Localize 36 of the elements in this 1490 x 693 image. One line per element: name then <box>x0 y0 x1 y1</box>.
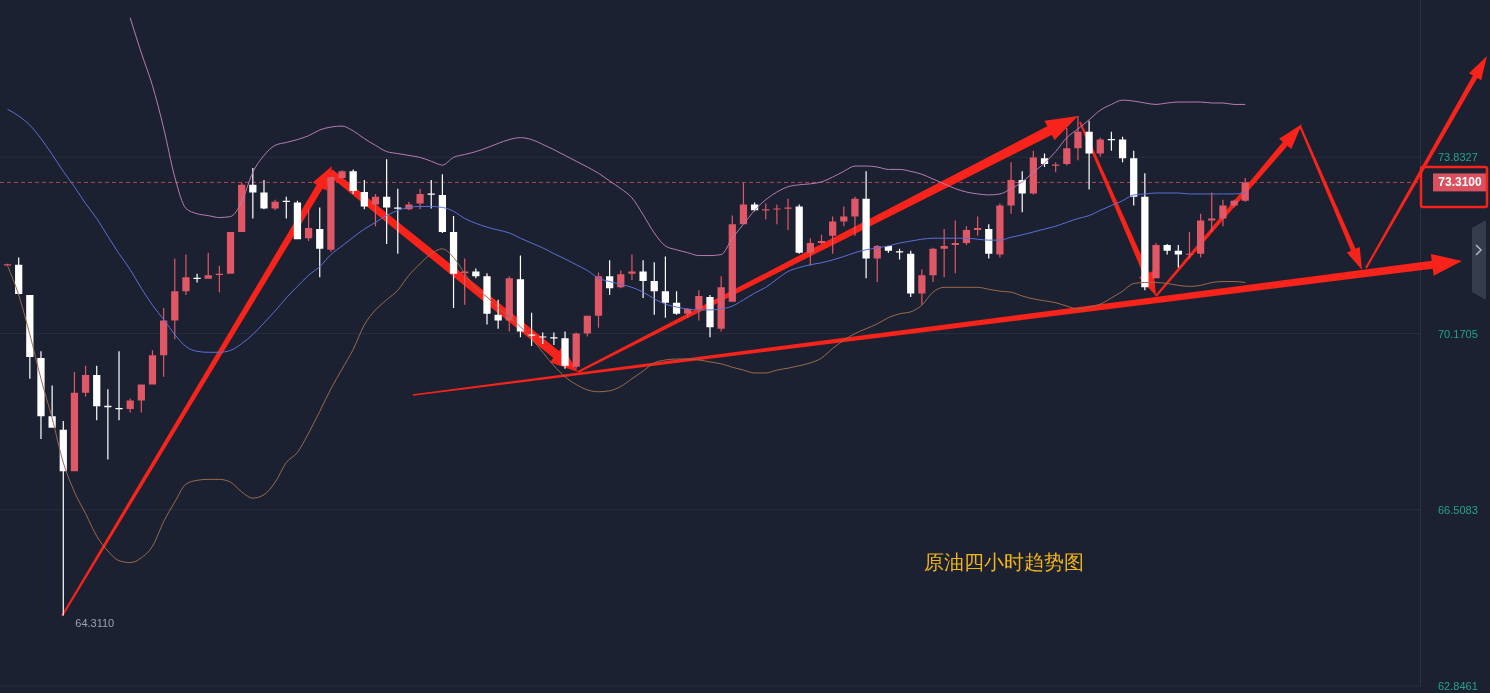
candlestick <box>1152 243 1160 279</box>
candlestick <box>550 332 558 346</box>
candlestick <box>929 247 937 283</box>
y-tick-label: 66.5083 <box>1438 503 1478 516</box>
candlestick <box>706 295 714 338</box>
candlestick <box>773 204 781 225</box>
candlestick <box>416 188 424 210</box>
y-tick-label: 73.8327 <box>1438 151 1478 164</box>
candlestick <box>1219 199 1227 227</box>
candlestick <box>1230 199 1238 208</box>
candlestick <box>260 180 268 210</box>
candlestick <box>427 180 435 209</box>
candlestick <box>784 198 792 231</box>
candlestick <box>182 254 190 296</box>
text: 原油四小时趋势图 <box>924 551 1084 573</box>
candlestick <box>851 196 859 236</box>
candlestick <box>639 260 647 298</box>
annotation: 64.3110 <box>75 617 115 630</box>
candlestick <box>539 332 547 345</box>
candlestick <box>37 351 45 439</box>
candlestick <box>483 273 491 325</box>
line-series <box>7 108 1246 353</box>
y-tick-label: 70.1705 <box>1438 327 1478 340</box>
ref-line-label: 73.3100 <box>1438 175 1483 190</box>
candlestick <box>628 254 636 281</box>
candlestick <box>193 273 201 283</box>
candlestick <box>1074 115 1082 161</box>
candlestick <box>1085 120 1093 190</box>
candlestick <box>996 203 1004 258</box>
candlestick <box>862 171 870 279</box>
candlestick <box>338 170 346 180</box>
candlestick <box>561 331 569 369</box>
candlestick <box>115 351 123 421</box>
candlestick <box>762 203 770 220</box>
line-series <box>129 17 1246 257</box>
y-tick-label: 62.8461 <box>1438 680 1478 693</box>
